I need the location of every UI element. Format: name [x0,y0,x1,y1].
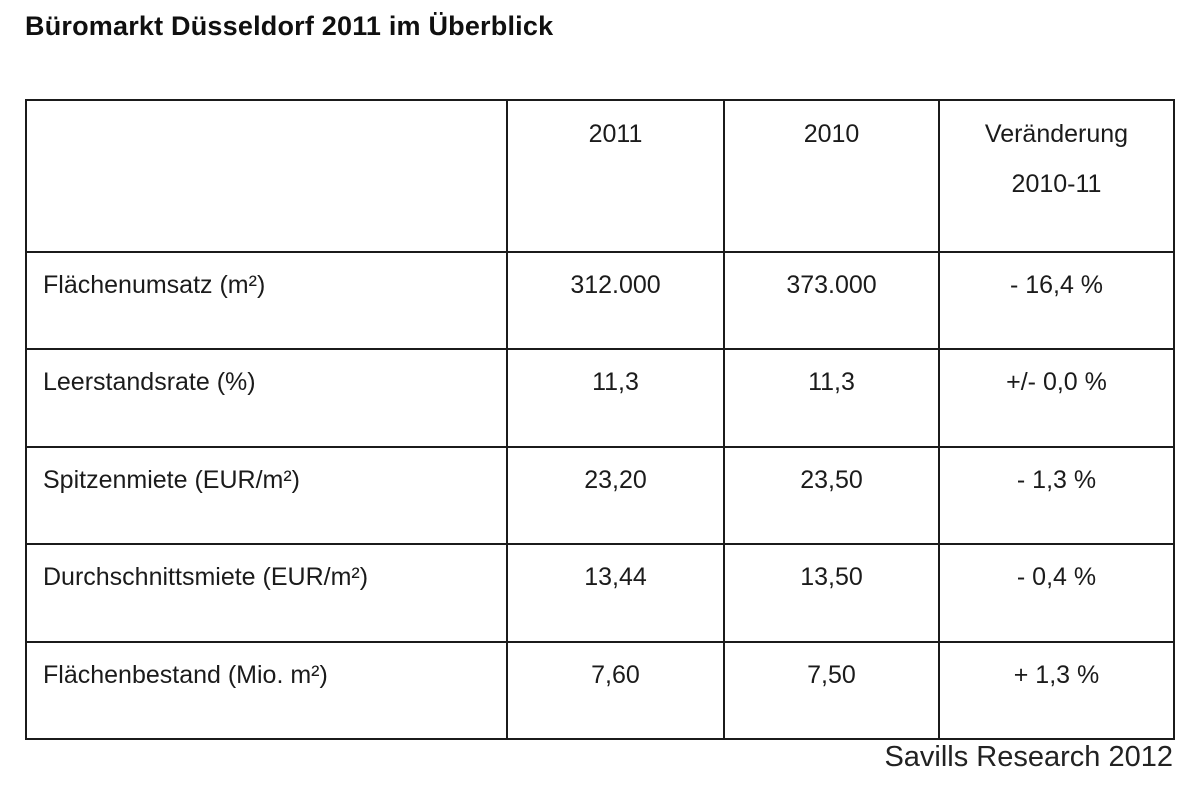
source-credit: Savills Research 2012 [884,741,1173,773]
value-2011: 11,3 [506,348,725,448]
value-change: - 1,3 % [938,445,1175,546]
header-change-line1: Veränderung [984,120,1129,148]
value-2010: 13,50 [723,543,940,643]
table-row: Flächenbestand (Mio. m²) 7,60 7,50 + 1,3… [25,640,1175,741]
header-change-line2: 2010-11 [1011,170,1102,198]
value-change: +/- 0,0 % [938,348,1175,448]
value-2010: 23,50 [723,445,940,546]
value-change: - 0,4 % [938,543,1175,643]
row-label: Flächenbestand (Mio. m²) [25,640,508,741]
page-title: Büromarkt Düsseldorf 2011 im Überblick [25,11,554,41]
row-label: Durchschnittsmiete (EUR/m²) [25,543,508,643]
table-header-row: 2011 2010 Veränderung 2010-11 [25,99,1175,253]
value-2011: 13,44 [506,543,725,643]
header-change-cell: Veränderung 2010-11 [938,99,1175,253]
row-label: Flächenumsatz (m²) [25,250,508,351]
value-2011: 7,60 [506,640,725,741]
value-change: + 1,3 % [938,640,1175,741]
table-row: Durchschnittsmiete (EUR/m²) 13,44 13,50 … [25,543,1175,643]
row-label: Spitzenmiete (EUR/m²) [25,445,508,546]
value-2010: 7,50 [723,640,940,741]
table-row: Spitzenmiete (EUR/m²) 23,20 23,50 - 1,3 … [25,445,1175,546]
value-2010: 11,3 [723,348,940,448]
row-label: Leerstandsrate (%) [25,348,508,448]
value-2010: 373.000 [723,250,940,351]
table-row: Flächenumsatz (m²) 312.000 373.000 - 16,… [25,250,1175,351]
table-row: Leerstandsrate (%) 11,3 11,3 +/- 0,0 % [25,348,1175,448]
value-2011: 23,20 [506,445,725,546]
header-2011-cell: 2011 [506,99,725,253]
header-2010-cell: 2010 [723,99,940,253]
market-overview-table: 2011 2010 Veränderung 2010-11 Flächenums… [25,99,1175,741]
value-2011: 312.000 [506,250,725,351]
header-metric-cell [25,99,508,253]
value-change: - 16,4 % [938,250,1175,351]
